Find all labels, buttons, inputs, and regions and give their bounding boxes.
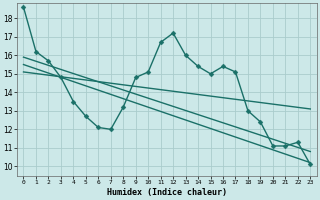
X-axis label: Humidex (Indice chaleur): Humidex (Indice chaleur) (107, 188, 227, 197)
